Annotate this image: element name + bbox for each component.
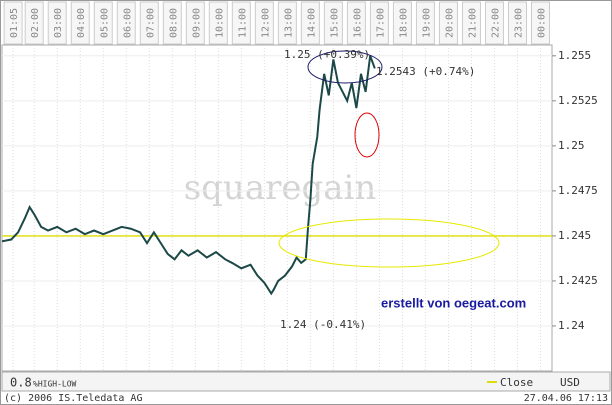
x-tick-label: 16:00 xyxy=(352,8,363,38)
x-tick-label: 06:00 xyxy=(122,8,133,38)
watermark: squaregain xyxy=(184,168,377,208)
x-tick-cell xyxy=(116,1,136,45)
annotation: 1.2543 (+0.74%) xyxy=(376,65,475,78)
x-tick-cell xyxy=(185,1,205,45)
x-tick-label: 10:00 xyxy=(214,8,225,38)
x-tick-label: 12:00 xyxy=(260,8,271,38)
x-tick-cell xyxy=(346,1,366,45)
x-tick-label: 15:00 xyxy=(329,8,340,38)
annotation: 1.25 (+0.39%) xyxy=(284,48,370,61)
x-tick-label: 18:00 xyxy=(398,8,409,38)
x-tick-label: 05:00 xyxy=(99,8,110,38)
x-tick-cell xyxy=(392,1,412,45)
y-tick-label: 1.245 xyxy=(558,229,591,242)
x-tick-cell xyxy=(139,1,159,45)
x-tick-cell xyxy=(300,1,320,45)
x-tick-label: 09:00 xyxy=(191,8,202,38)
y-tick-label: 1.2475 xyxy=(558,184,598,197)
x-tick-cell xyxy=(507,1,527,45)
x-tick-cell xyxy=(369,1,389,45)
x-tick-cell xyxy=(484,1,504,45)
x-tick-label: 08:00 xyxy=(168,8,179,38)
x-tick-cell xyxy=(530,1,550,45)
currency: USD xyxy=(560,376,580,389)
highlight-ellipse xyxy=(354,112,380,158)
x-tick-cell xyxy=(162,1,182,45)
grid: 01:05 02:00 03:00 04:00 05:00 06:00 07:00 08:00… xyxy=(2,1,598,371)
x-tick-label: 00:00 xyxy=(536,8,547,38)
x-tick-cell xyxy=(70,1,90,45)
y-tick-label: 1.24 xyxy=(558,319,585,332)
x-tick-cell xyxy=(24,1,44,45)
scale-value: 0.8 xyxy=(10,376,32,390)
x-tick-label: 23:00 xyxy=(513,8,524,38)
highlight-ellipse xyxy=(278,218,500,268)
x-tick-cell xyxy=(208,1,228,45)
marks xyxy=(1,55,552,296)
y-tick-label: 1.25 xyxy=(558,139,585,152)
x-tick-label: 01:05 xyxy=(9,8,20,38)
copyright: (c) 2006 IS.Teledata AG xyxy=(4,393,142,404)
legend-entry: Close xyxy=(500,376,533,389)
y-tick-label: 1.255 xyxy=(558,49,591,62)
credit: erstellt von oegeat.com xyxy=(381,295,526,310)
scale-label: %HIGH-LOW xyxy=(33,380,77,389)
price-line xyxy=(1,55,376,296)
legend-bar xyxy=(1,371,611,392)
x-tick-cell xyxy=(461,1,481,45)
x-tick-label: 07:00 xyxy=(145,8,156,38)
x-tick-label: 22:00 xyxy=(490,8,501,38)
plot-area xyxy=(1,44,553,372)
annotation: 1.24 (-0.41%) xyxy=(280,318,366,331)
x-tick-cell xyxy=(231,1,251,45)
x-tick-label: 04:00 xyxy=(76,8,87,38)
y-tick-label: 1.2425 xyxy=(558,274,598,287)
x-tick-cell xyxy=(3,1,23,45)
x-tick-cell xyxy=(277,1,297,45)
x-tick-label: 03:00 xyxy=(53,8,64,38)
x-tick-label: 02:00 xyxy=(30,8,41,38)
x-tick-cell xyxy=(415,1,435,45)
y-tick-label: 1.2525 xyxy=(558,94,598,107)
x-tick-label: 11:00 xyxy=(237,8,248,38)
highlight-ellipse xyxy=(307,50,383,84)
timestamp: 27.04.06 17:13 xyxy=(524,393,608,404)
x-tick-cell xyxy=(254,1,274,45)
x-tick-label: 13:00 xyxy=(283,8,294,38)
x-tick-cell xyxy=(438,1,458,45)
x-tick-label: 21:00 xyxy=(467,8,478,38)
x-tick-label: 14:00 xyxy=(306,8,317,38)
x-tick-cell xyxy=(93,1,113,45)
x-tick-cell xyxy=(323,1,343,45)
x-tick-label: 17:00 xyxy=(375,8,386,38)
x-tick-cell xyxy=(47,1,67,45)
x-tick-label: 19:00 xyxy=(421,8,432,38)
x-tick-label: 20:00 xyxy=(444,8,455,38)
